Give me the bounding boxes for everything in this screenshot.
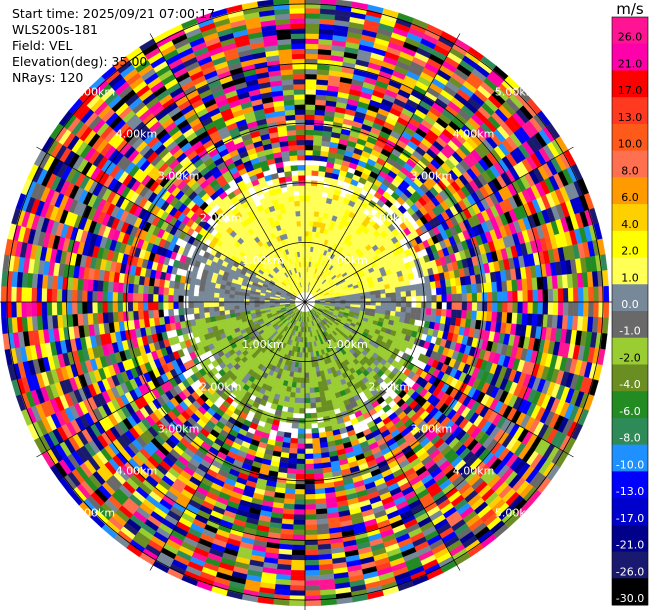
- ppi-cell: [304, 0, 321, 4]
- ppi-cell: [320, 0, 337, 5]
